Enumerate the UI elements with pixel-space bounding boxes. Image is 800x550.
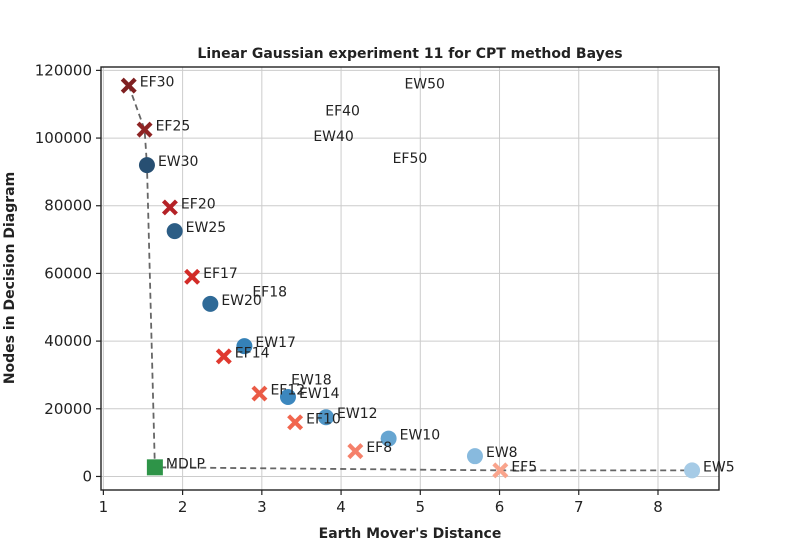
x-tick-label: 1 <box>99 498 109 516</box>
point-label-ew14: EW14 <box>299 386 340 402</box>
y-tick-label: 40000 <box>44 332 92 350</box>
grid <box>101 67 719 490</box>
point-ef8 <box>347 443 364 460</box>
y-tick-label: 60000 <box>44 264 92 282</box>
y-tick-label: 80000 <box>44 197 92 215</box>
x-tick-label: 5 <box>416 498 426 516</box>
point-label-ef18: EF18 <box>252 284 287 300</box>
point-ef14 <box>215 348 232 365</box>
point-label-mdlp: MDLP <box>166 456 205 472</box>
point-ew20 <box>202 295 219 312</box>
axis-ticks: 1 2 3 4 5 6 7 8 0 20000 40000 60000 80000 100000 12000… <box>35 61 663 516</box>
point-ef20 <box>161 199 178 216</box>
frontier-line-group <box>127 85 693 472</box>
y-tick-label: 100000 <box>35 129 92 147</box>
point-ef12 <box>251 385 268 402</box>
x-tick-label: 2 <box>178 498 188 516</box>
point-ew8 <box>466 448 483 465</box>
y-tick-label: 120000 <box>35 61 92 79</box>
point-label-ef30: EF30 <box>140 75 175 91</box>
point-ew12 <box>318 409 335 426</box>
x-tick-label: 8 <box>653 498 663 516</box>
y-tick-label: 20000 <box>44 400 92 418</box>
point-label-ew25: EW25 <box>186 220 227 236</box>
point-mdlp <box>146 459 163 476</box>
x-tick-label: 6 <box>495 498 505 516</box>
point-label-ef5: EF5 <box>511 459 537 475</box>
x-axis-title: Earth Mover's Distance <box>319 526 502 542</box>
point-ef17 <box>184 268 201 285</box>
point-ew25 <box>166 223 183 240</box>
y-axis-title: Nodes in Decision Diagram <box>2 172 18 384</box>
point-ew10 <box>380 430 397 447</box>
point-label-ef50: EF50 <box>393 151 428 167</box>
point-label-ef40: EF40 <box>325 103 360 119</box>
chart-title: Linear Gaussian experiment 11 for CPT me… <box>197 46 622 62</box>
data-points <box>120 77 701 479</box>
point-label-ef10: EF10 <box>306 411 341 427</box>
point-ef30 <box>120 77 137 94</box>
frontier-line <box>127 85 693 472</box>
point-label-ew40: EW40 <box>313 129 354 145</box>
point-label-ef20: EF20 <box>181 196 216 212</box>
point-label-ew12: EW12 <box>337 406 378 422</box>
point-label-ef8: EF8 <box>366 440 392 456</box>
point-label-ew30: EW30 <box>158 154 199 170</box>
point-ew17 <box>236 338 253 355</box>
point-ew30 <box>138 157 155 174</box>
point-label-ew20: EW20 <box>221 293 262 309</box>
point-ef25 <box>136 121 153 138</box>
point-label-ew18: EW18 <box>291 372 332 388</box>
plot-frame <box>100 66 720 491</box>
point-ew14 <box>279 388 296 405</box>
point-ef5 <box>492 462 509 479</box>
x-tick-label: 4 <box>336 498 346 516</box>
point-label-ew10: EW10 <box>400 428 441 444</box>
x-tick-label: 3 <box>257 498 267 516</box>
point-label-ef25: EF25 <box>156 119 191 135</box>
point-ew5 <box>684 462 701 479</box>
point-label-ew50: EW50 <box>404 76 445 92</box>
point-label-ew17: EW17 <box>255 335 296 351</box>
point-ef10 <box>287 414 304 431</box>
point-label-ef14: EF14 <box>235 345 270 361</box>
point-label-ef17: EF17 <box>203 266 238 282</box>
point-label-ew8: EW8 <box>486 445 518 461</box>
y-tick-label: 0 <box>82 467 92 485</box>
point-label-ef12: EF12 <box>270 383 305 399</box>
x-tick-label: 7 <box>574 498 584 516</box>
